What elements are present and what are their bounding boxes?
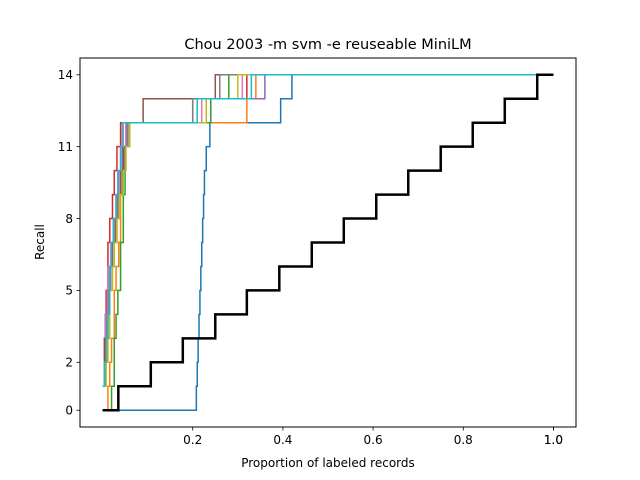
x-axis-ticks: 0.2 0.4 0.6 0.8 1.01.0 [183, 427, 563, 447]
y-tick-label: 0 [65, 404, 73, 418]
x-tick-label: 0.4 [273, 433, 292, 447]
y-tick-label: 14 [58, 68, 73, 82]
x-tick-label: 1.0 [544, 433, 563, 447]
series-line-2 [102, 74, 554, 411]
y-axis-ticks: 0 2 5 8 11 14 [58, 68, 80, 418]
plot-area [102, 73, 554, 412]
y-tick-label: 11 [58, 140, 73, 154]
y-tick-label: 5 [65, 284, 73, 298]
axes-frame [79, 57, 577, 428]
x-tick-label: 0.6 [364, 433, 383, 447]
series-line-10 [102, 74, 554, 388]
x-tick-label: 1.0 [544, 433, 563, 447]
chart-title: Chou 2003 -m svm -e reuseable MiniLM [184, 37, 471, 53]
series-line-3 [102, 74, 554, 411]
x-tick-label: 0.2 [183, 433, 202, 447]
series-line-11 [102, 73, 554, 412]
x-axis-label: Proportion of labeled records [241, 456, 415, 470]
y-axis-label: Recall [33, 224, 47, 260]
y-tick-label: 8 [65, 212, 73, 226]
y-tick-label: 2 [65, 356, 73, 370]
x-tick-label: 0.8 [454, 433, 473, 447]
